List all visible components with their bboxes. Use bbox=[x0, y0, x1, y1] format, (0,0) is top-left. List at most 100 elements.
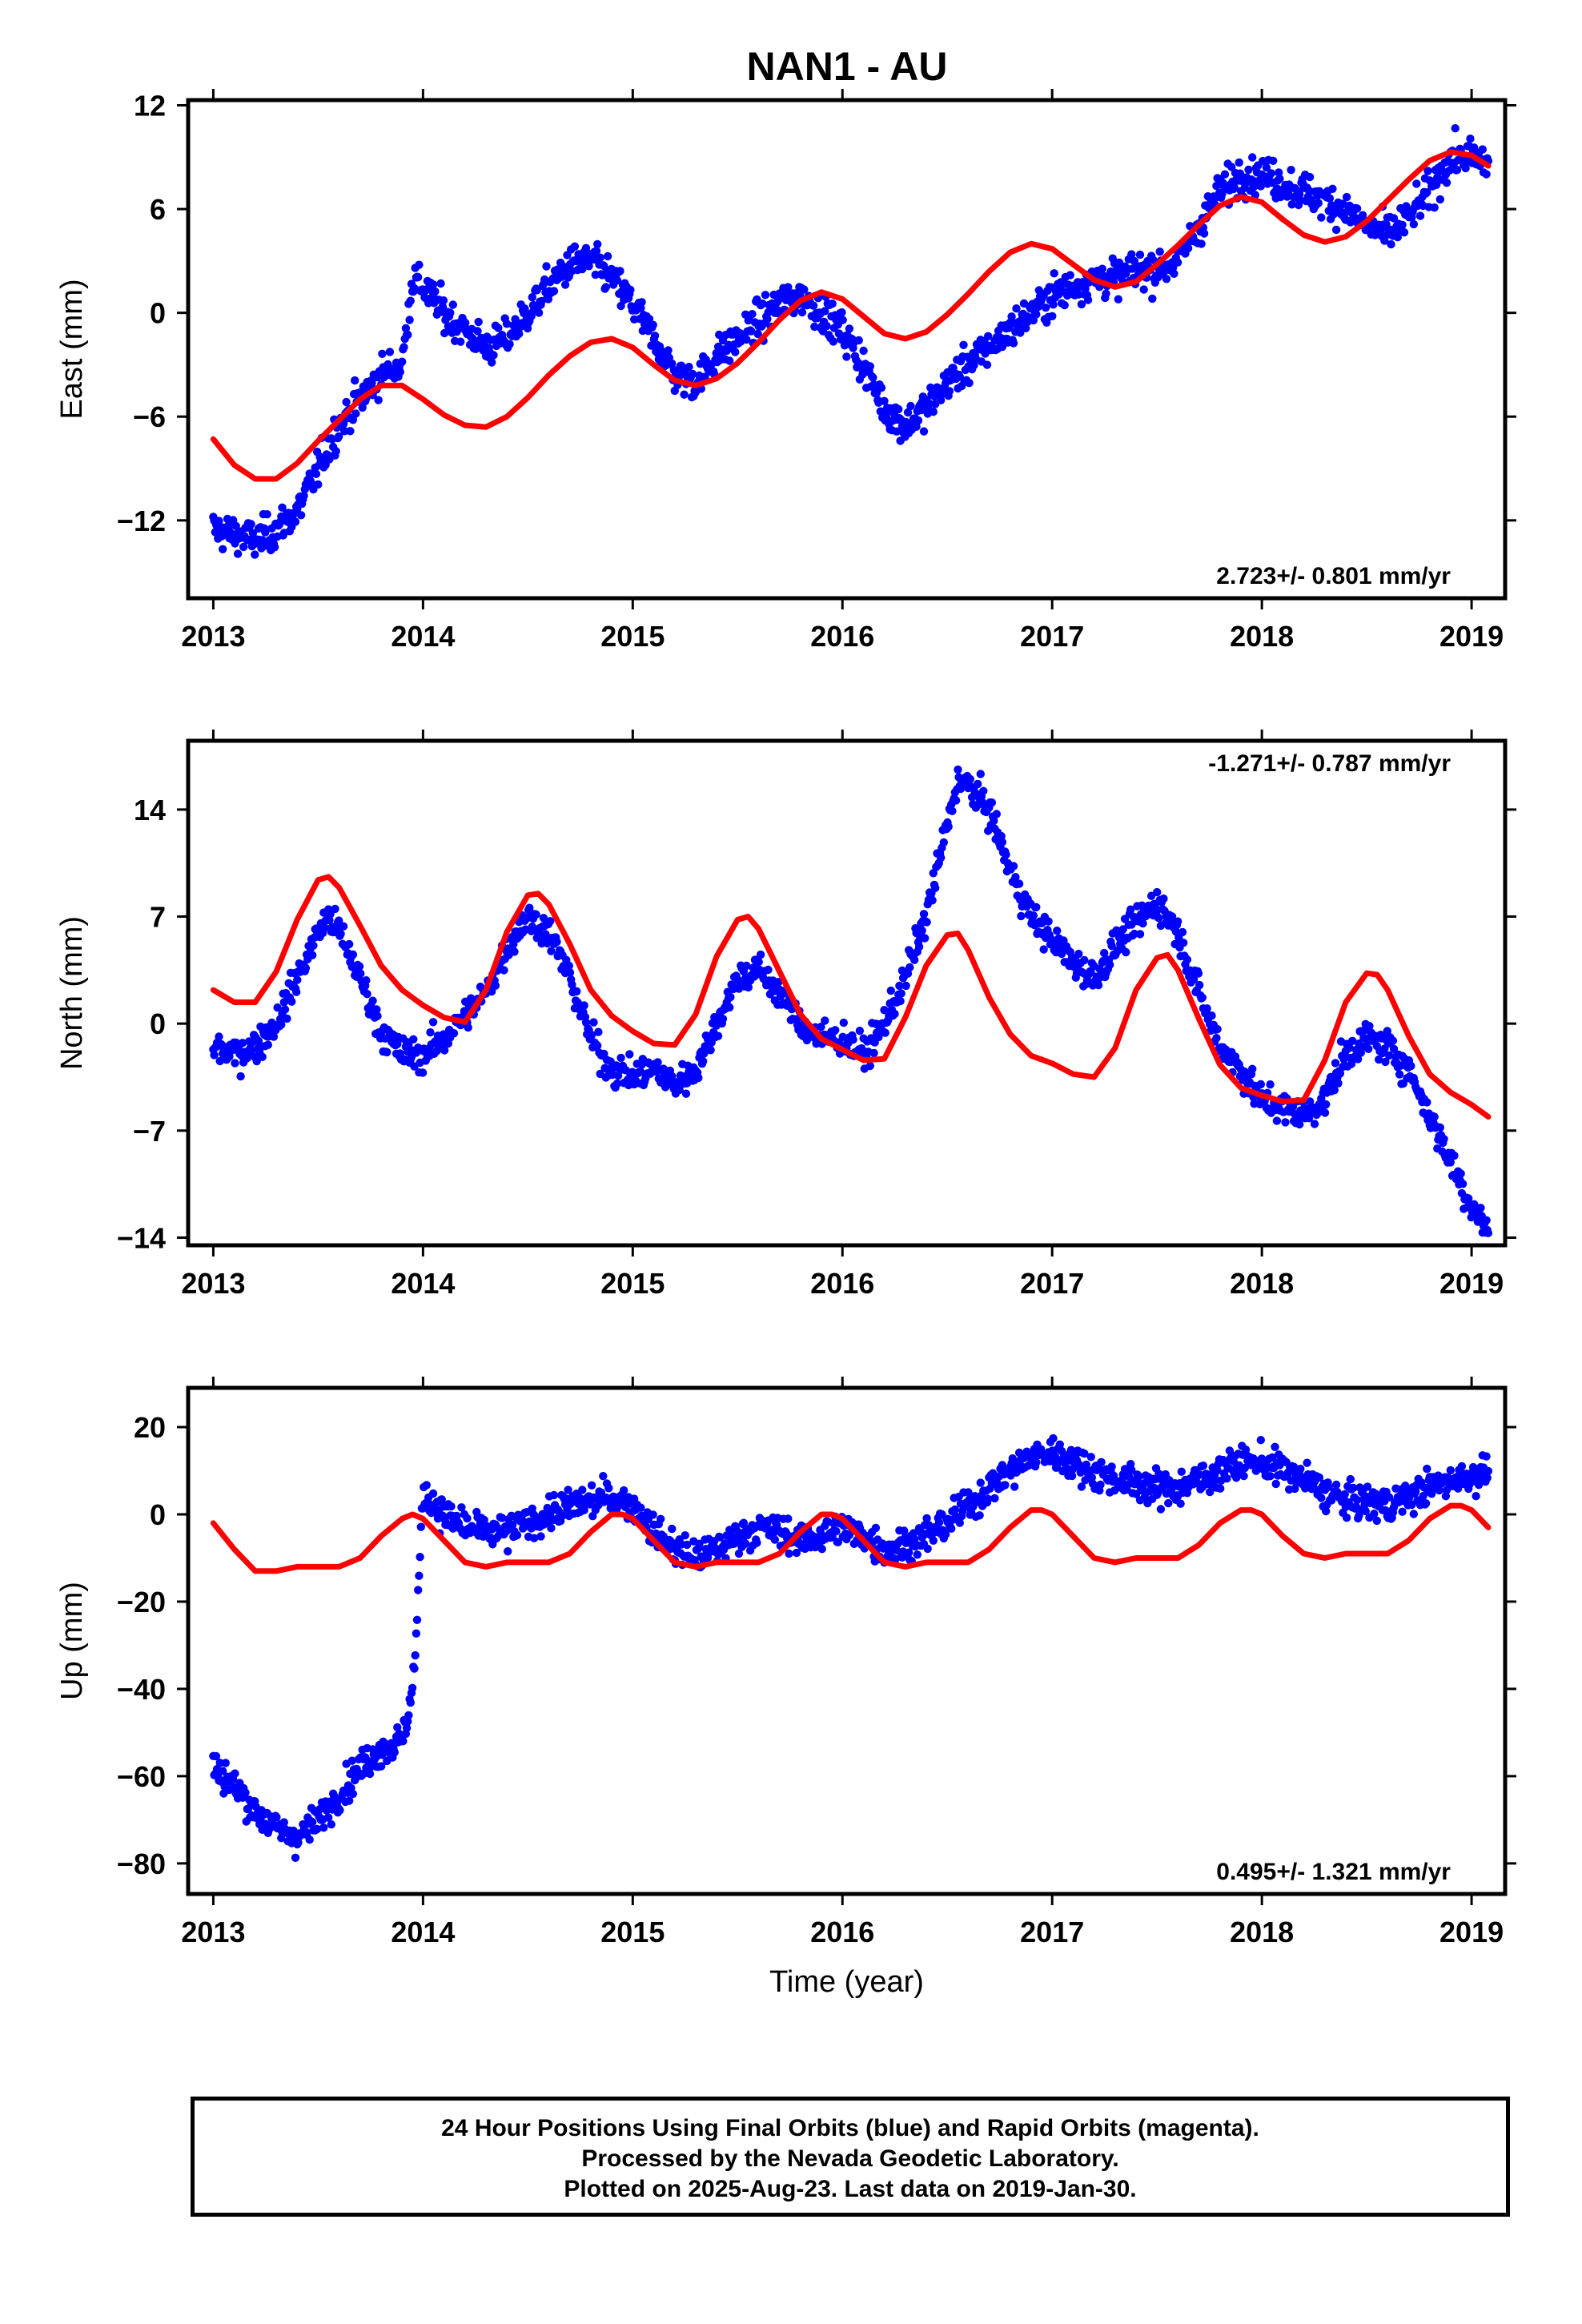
data-point bbox=[412, 1615, 422, 1625]
data-point bbox=[428, 1018, 438, 1027]
data-point bbox=[906, 401, 915, 411]
data-point bbox=[221, 1759, 230, 1767]
data-point bbox=[891, 1554, 900, 1563]
data-point bbox=[362, 976, 371, 985]
data-point bbox=[211, 1751, 221, 1761]
data-point bbox=[273, 1003, 282, 1012]
data-point bbox=[410, 1664, 419, 1673]
data-point bbox=[886, 986, 896, 995]
plot-frame bbox=[186, 98, 1508, 601]
data-point bbox=[838, 316, 847, 324]
data-point bbox=[528, 293, 536, 302]
data-point bbox=[668, 1524, 677, 1534]
data-point bbox=[408, 1683, 417, 1692]
x-tick-label: 2019 bbox=[1439, 620, 1504, 653]
footer-line-2: Processed by the Nevada Geodetic Laborat… bbox=[581, 2145, 1119, 2172]
data-point bbox=[664, 346, 673, 355]
data-point bbox=[1361, 1506, 1370, 1516]
data-point bbox=[325, 915, 334, 925]
data-point bbox=[1057, 1446, 1066, 1456]
y-tick-label: 0 bbox=[150, 1007, 166, 1040]
data-point bbox=[716, 1533, 725, 1542]
y-axis-label: North (mm) bbox=[55, 916, 89, 1070]
y-tick-label: 0 bbox=[150, 297, 166, 330]
data-point bbox=[405, 316, 414, 324]
data-point bbox=[929, 408, 938, 416]
data-point bbox=[1017, 911, 1026, 921]
data-point bbox=[1322, 1506, 1331, 1516]
data-point bbox=[603, 251, 612, 261]
data-point bbox=[1411, 1487, 1420, 1496]
data-point bbox=[269, 1032, 279, 1041]
data-point bbox=[1315, 1473, 1324, 1482]
data-point bbox=[1266, 1080, 1275, 1089]
data-point bbox=[917, 926, 926, 935]
model-line bbox=[210, 1502, 1492, 1574]
data-point bbox=[713, 1031, 723, 1040]
data-point bbox=[358, 403, 367, 412]
rate-label: 2.723+/- 0.801 mm/yr bbox=[1216, 563, 1451, 589]
data-point bbox=[1272, 184, 1282, 193]
data-point bbox=[1370, 1510, 1379, 1518]
data-point bbox=[1244, 165, 1253, 175]
data-point bbox=[1230, 183, 1239, 192]
data-point bbox=[992, 810, 1002, 818]
y-tick-label: −12 bbox=[117, 505, 166, 537]
data-point bbox=[1135, 250, 1145, 259]
data-point bbox=[1431, 180, 1441, 189]
data-point bbox=[345, 939, 354, 949]
data-point bbox=[1271, 1442, 1279, 1452]
footer-line-1: 24 Hour Positions Using Final Orbits (bl… bbox=[441, 2115, 1259, 2141]
data-point bbox=[869, 1048, 878, 1058]
y-axis-label: Up (mm) bbox=[55, 1582, 89, 1700]
data-point bbox=[296, 511, 306, 520]
data-point bbox=[1393, 233, 1403, 242]
data-point bbox=[587, 1031, 596, 1039]
data-point bbox=[1207, 1011, 1216, 1020]
data-point bbox=[1345, 1043, 1354, 1052]
data-point bbox=[263, 1040, 272, 1049]
data-point bbox=[990, 1494, 999, 1503]
data-point bbox=[1009, 862, 1018, 870]
data-point bbox=[1482, 1216, 1491, 1225]
data-point bbox=[1331, 1480, 1341, 1490]
data-point bbox=[1010, 1482, 1019, 1491]
data-point bbox=[681, 1531, 689, 1540]
data-point bbox=[415, 260, 424, 269]
data-point bbox=[1173, 917, 1182, 926]
data-point bbox=[1423, 1098, 1431, 1107]
data-point bbox=[764, 965, 773, 975]
data-point bbox=[497, 1514, 507, 1522]
data-point bbox=[604, 1484, 613, 1493]
data-point bbox=[504, 1547, 512, 1556]
data-point bbox=[219, 545, 227, 553]
data-point bbox=[1182, 955, 1192, 964]
data-point bbox=[1476, 1204, 1485, 1212]
data-point bbox=[1256, 182, 1266, 191]
data-point bbox=[511, 315, 520, 324]
data-point bbox=[309, 941, 318, 951]
data-point bbox=[1324, 1482, 1333, 1492]
data-point bbox=[1334, 1079, 1343, 1088]
data-point bbox=[500, 966, 508, 975]
data-point bbox=[1032, 310, 1041, 319]
y-tick-label: −20 bbox=[117, 1586, 166, 1618]
data-point bbox=[784, 1514, 793, 1523]
panel-3: 2013 2014 2015 2016 2017 2018 2019 20 0 −20 −40 −60… bbox=[55, 1377, 1516, 1999]
data-point bbox=[734, 1549, 744, 1558]
data-point bbox=[1199, 1462, 1208, 1470]
data-point bbox=[1398, 1507, 1407, 1516]
data-point bbox=[534, 308, 544, 317]
data-point bbox=[1126, 905, 1135, 914]
data-point bbox=[1134, 1472, 1144, 1481]
data-point bbox=[596, 253, 604, 262]
data-point bbox=[1083, 296, 1093, 304]
data-point bbox=[1275, 168, 1283, 177]
x-axis-label: Time (year) bbox=[769, 1965, 924, 1999]
data-point bbox=[336, 930, 345, 939]
data-point bbox=[1446, 1466, 1456, 1475]
data-point bbox=[1074, 949, 1083, 959]
data-point bbox=[319, 1823, 328, 1832]
data-point bbox=[1450, 1151, 1459, 1160]
